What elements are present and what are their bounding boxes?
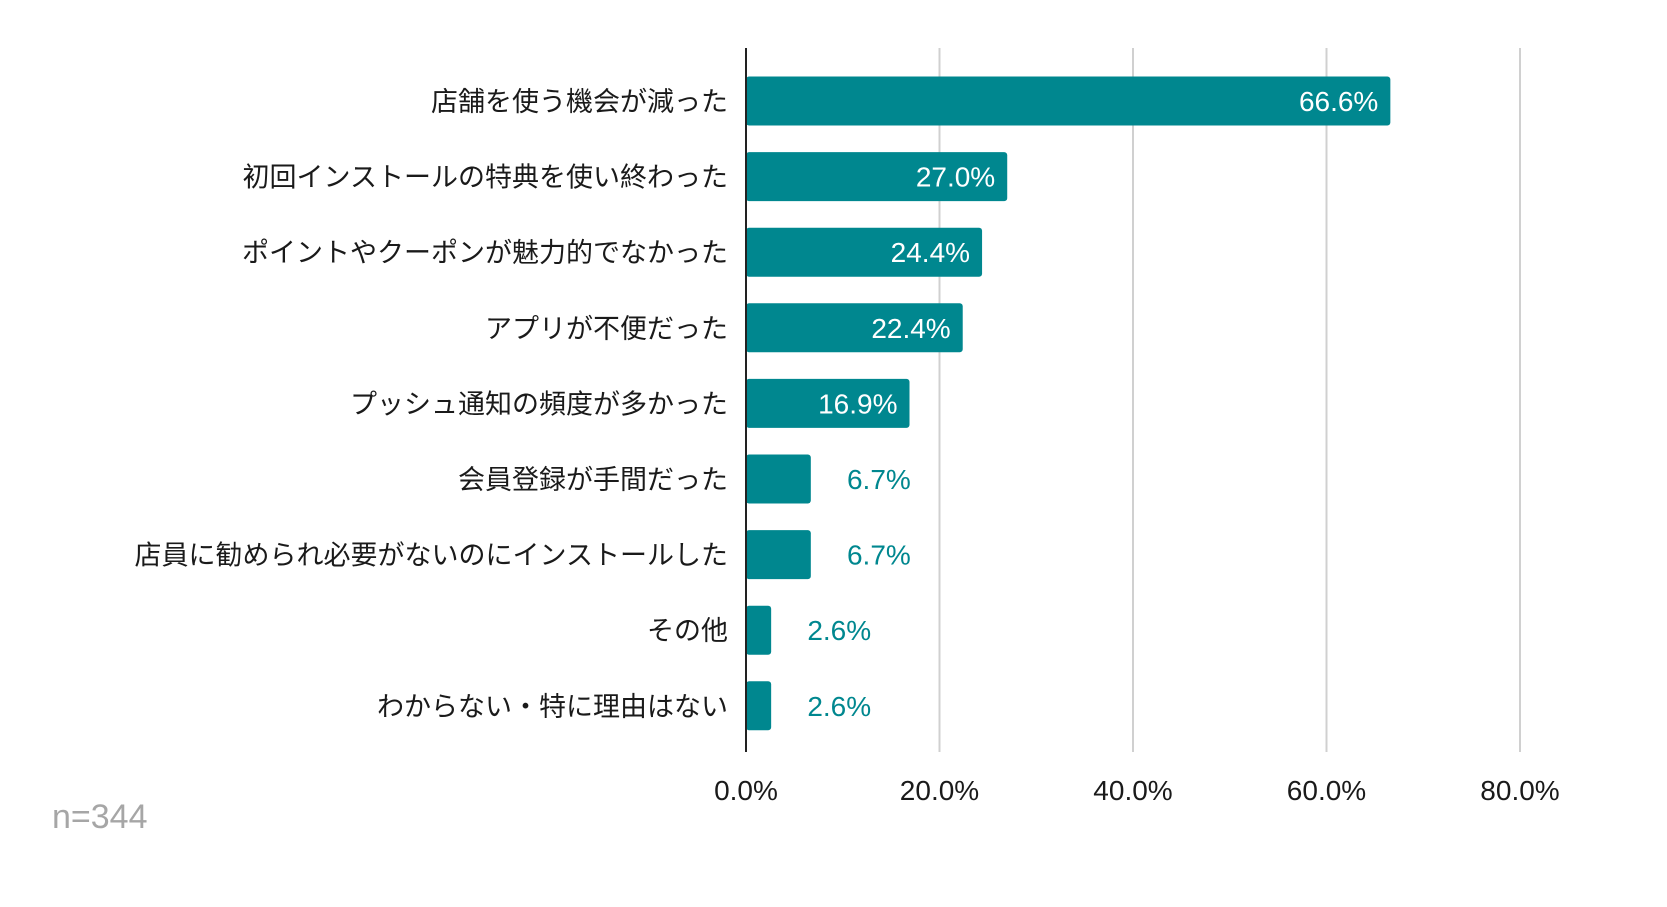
bar-3 — [746, 227, 983, 277]
sample-size-note: n=344 — [52, 798, 148, 836]
category-labels: 店舗を使う機会が減った初回インストールの特典を使い終わったポイントやクーポンが魅… — [135, 87, 728, 723]
category-label-8: その他 — [647, 616, 728, 647]
value-label-4: 22.4% — [871, 313, 950, 344]
bars — [746, 76, 1391, 731]
category-label-2: 初回インストールの特典を使い終わった — [243, 163, 728, 194]
value-label-5: 16.9% — [818, 388, 897, 419]
x-tick-label-60: 60.0% — [1287, 775, 1366, 806]
x-tick-labels: 0.0% 20.0% 40.0% 60.0% 80.0% — [714, 775, 1560, 806]
x-tick-label-0: 0.0% — [714, 775, 778, 806]
value-label-2: 27.0% — [916, 162, 995, 193]
value-label-7: 6.7% — [847, 540, 911, 571]
value-label-6: 6.7% — [847, 464, 911, 495]
category-label-1: 店舗を使う機会が減った — [431, 87, 728, 118]
category-label-4: アプリが不便だった — [485, 314, 728, 345]
value-label-1: 66.6% — [1299, 86, 1378, 117]
value-labels: 66.6% 27.0% 24.4% 22.4% 16.9% 6.7% 6.7% 2.6% 2.6… — [807, 86, 1378, 722]
bar-5 — [746, 378, 910, 428]
category-label-6: 会員登録が手間だった — [458, 465, 728, 496]
value-label-9: 2.6% — [807, 691, 871, 722]
bar-9 — [746, 681, 772, 731]
bar-8 — [746, 605, 772, 655]
x-tick-label-40: 40.0% — [1093, 775, 1172, 806]
category-label-7: 店員に勧められ必要がないのにインストールした — [135, 541, 728, 572]
bar-6 — [746, 454, 811, 504]
value-label-3: 24.4% — [891, 237, 970, 268]
bar-2 — [746, 152, 1008, 202]
category-label-9: わからない・特に理由はない — [377, 692, 728, 723]
category-label-3: ポイントやクーポンが魅力的でなかった — [242, 238, 728, 269]
x-tick-label-20: 20.0% — [900, 775, 979, 806]
bar-7 — [746, 530, 811, 580]
x-tick-label-80: 80.0% — [1480, 775, 1559, 806]
category-label-5: プッシュ通知の頻度が多かった — [350, 389, 728, 420]
bar-4 — [746, 303, 963, 353]
gridlines — [938, 48, 1521, 752]
value-label-8: 2.6% — [807, 615, 871, 646]
bar-1 — [746, 76, 1391, 126]
